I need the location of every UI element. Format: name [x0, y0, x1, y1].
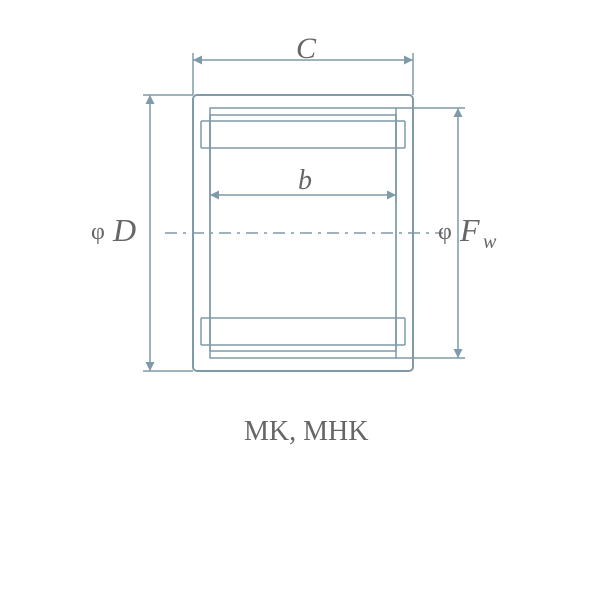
label-phiFw-F: F: [460, 214, 480, 246]
label-phiD-phi: φ: [91, 220, 105, 244]
diagram-stage: C b φ D φ F w MK, MHK: [0, 0, 600, 600]
label-title: MK, MHK: [244, 418, 368, 446]
label-phiFw-phi: φ: [438, 220, 452, 244]
diagram-svg: [0, 0, 600, 600]
label-phiFw-w: w: [483, 232, 496, 252]
label-C: C: [296, 34, 316, 64]
label-phiD-D: D: [113, 214, 136, 246]
label-b: b: [298, 167, 312, 195]
